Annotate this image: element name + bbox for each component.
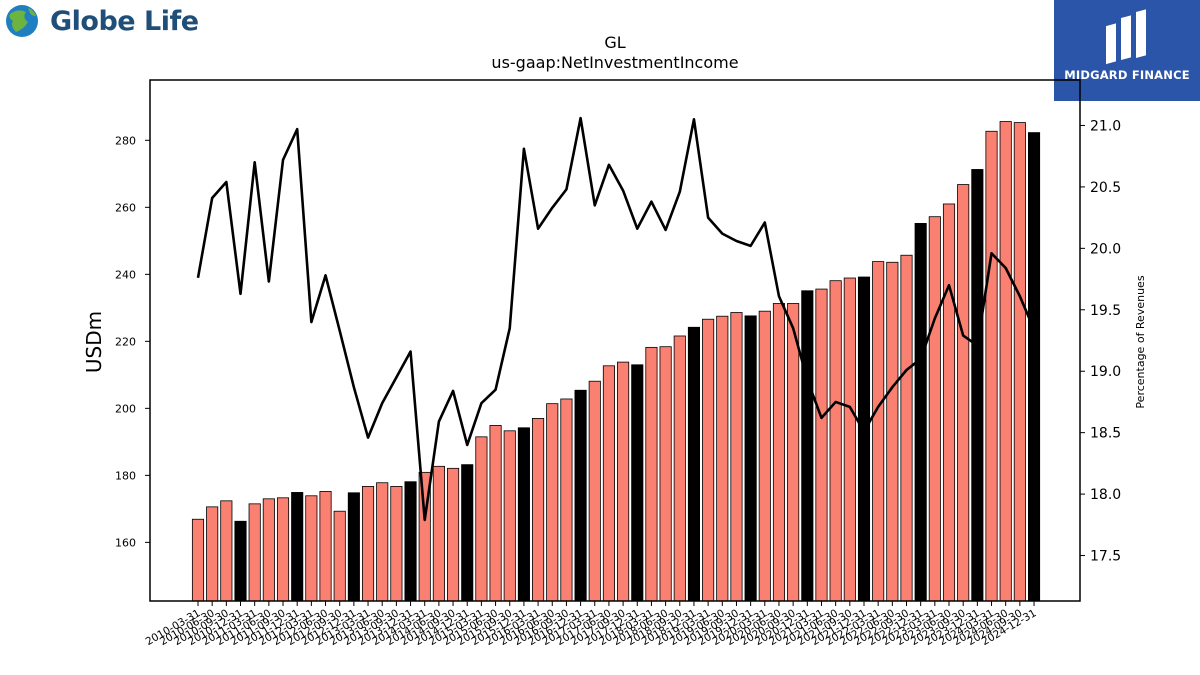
y2-tick-label: 21.0 — [1090, 118, 1121, 134]
bar-2018-06-30 — [659, 346, 672, 602]
bar-2018-03-31 — [645, 346, 658, 602]
bar-2014-12-31 — [461, 464, 474, 602]
company-logo: Globe Life — [4, 2, 204, 42]
bar-2022-09-30 — [900, 254, 913, 602]
bar-2021-06-30 — [829, 280, 842, 602]
y2-tick-label: 18.5 — [1090, 426, 1121, 442]
bar-2010-06-30 — [206, 506, 219, 602]
bar-2024-12-31 — [1027, 132, 1041, 602]
bar-2020-06-30 — [772, 303, 786, 602]
y2-tick-label: 19.5 — [1090, 303, 1121, 319]
y2-tick-label: 19.0 — [1090, 364, 1121, 380]
brand-badge-text: MIDGARD FINANCE — [1064, 68, 1190, 82]
bar-2012-06-30 — [319, 491, 332, 602]
bar-2020-12-31 — [801, 290, 814, 602]
bar-2024-06-30 — [999, 121, 1012, 602]
y-tick-label: 200 — [115, 402, 136, 415]
chart-title: GL — [604, 33, 625, 52]
bar-2020-09-30 — [787, 303, 800, 602]
bar-2015-09-30 — [503, 430, 516, 602]
bar-2017-03-31 — [588, 380, 601, 602]
midgard-logo-icon — [1106, 9, 1146, 65]
y2-tick-label: 20.0 — [1090, 241, 1121, 257]
bar-2019-06-30 — [716, 315, 729, 602]
bar-2013-03-31 — [361, 486, 375, 602]
bar-2010-09-30 — [220, 500, 233, 602]
y2-tick-label: 20.5 — [1090, 180, 1121, 196]
y-tick-label: 180 — [115, 469, 136, 482]
midgard-finance-badge: MIDGARD FINANCE — [1054, 0, 1200, 101]
bar-2022-03-31 — [872, 261, 885, 602]
bar-2011-09-30 — [276, 497, 290, 602]
bars-layer — [191, 121, 1041, 602]
bar-2021-03-31 — [815, 288, 828, 602]
bar-2016-06-30 — [546, 403, 559, 602]
percentage-line — [196, 116, 1036, 522]
bar-2017-12-31 — [631, 364, 644, 602]
bar-2014-09-30 — [447, 467, 460, 602]
bar-2013-09-30 — [390, 486, 403, 602]
bar-2016-12-31 — [574, 389, 587, 602]
bar-2010-03-31 — [191, 518, 205, 602]
y-tick-label: 220 — [115, 335, 136, 348]
bar-2013-06-30 — [376, 482, 389, 602]
line-layer — [196, 116, 1036, 522]
bar-2013-12-31 — [404, 481, 417, 602]
bar-2021-09-30 — [843, 277, 856, 602]
axes-layer: 160 180 200 220 240 260 280 17.5 18.0 18.5 19.0 19.… — [115, 79, 1121, 648]
bar-2015-12-31 — [517, 427, 530, 602]
bar-2020-03-31 — [758, 310, 771, 602]
bar-2018-12-31 — [687, 326, 700, 602]
bar-2010-12-31 — [234, 520, 247, 602]
bar-2015-03-31 — [475, 436, 488, 602]
globe-icon — [6, 5, 38, 37]
bar-2024-03-31 — [985, 130, 998, 602]
bar-2012-03-31 — [305, 495, 318, 602]
bar-2023-12-31 — [971, 169, 984, 602]
bar-2015-06-30 — [489, 425, 502, 602]
bar-2012-12-31 — [347, 492, 360, 602]
bar-2023-06-30 — [942, 203, 956, 602]
bar-2011-12-31 — [291, 492, 304, 602]
y-tick-label: 280 — [115, 134, 136, 147]
y2-tick-label: 18.0 — [1090, 487, 1121, 503]
bar-2018-09-30 — [673, 335, 686, 602]
y2-tick-label: 17.5 — [1090, 549, 1121, 565]
y-axis-label: USDm — [82, 311, 106, 373]
bar-2023-03-31 — [928, 216, 941, 602]
bar-2012-09-30 — [333, 510, 346, 602]
bar-2014-06-30 — [432, 465, 445, 602]
bar-2024-09-30 — [1013, 122, 1026, 602]
bar-2023-09-30 — [957, 184, 970, 602]
bar-2011-06-30 — [262, 498, 275, 602]
bar-2017-09-30 — [617, 361, 630, 602]
y2-axis-label: Percentage of Revenues — [1134, 275, 1147, 408]
bar-2019-03-31 — [702, 318, 715, 602]
bar-2017-06-30 — [602, 365, 615, 602]
y-tick-label: 260 — [115, 201, 136, 214]
bar-2011-03-31 — [248, 503, 261, 602]
bar-2019-12-31 — [744, 315, 757, 602]
bar-2021-12-31 — [857, 276, 871, 602]
bar-2019-09-30 — [730, 312, 743, 602]
bar-2016-03-31 — [532, 417, 545, 602]
bar-2022-12-31 — [914, 222, 927, 602]
y-tick-label: 160 — [115, 536, 136, 549]
bar-2022-06-30 — [886, 261, 899, 602]
bar-2016-09-30 — [560, 398, 573, 602]
plot-frame — [149, 79, 1081, 602]
company-logo-text: Globe Life — [50, 6, 199, 37]
chart-subtitle: us-gaap:NetInvestmentIncome — [491, 53, 738, 72]
y-tick-label: 240 — [115, 268, 136, 281]
